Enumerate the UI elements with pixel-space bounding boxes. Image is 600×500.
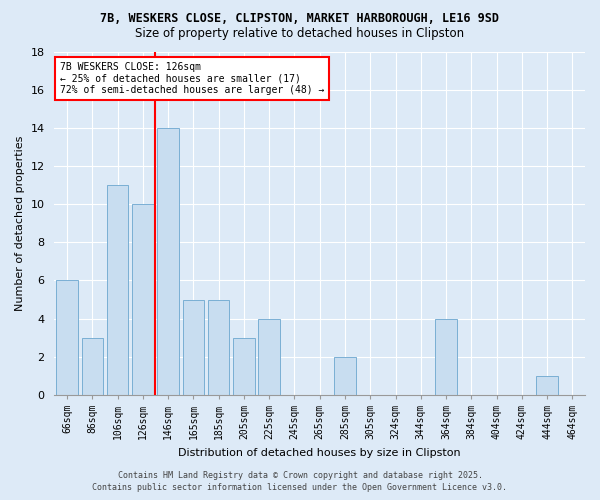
Text: Size of property relative to detached houses in Clipston: Size of property relative to detached ho… bbox=[136, 28, 464, 40]
Y-axis label: Number of detached properties: Number of detached properties bbox=[15, 136, 25, 311]
Bar bbox=[435, 318, 457, 395]
Bar bbox=[536, 376, 558, 395]
Text: Contains HM Land Registry data © Crown copyright and database right 2025.
Contai: Contains HM Land Registry data © Crown c… bbox=[92, 471, 508, 492]
Bar bbox=[233, 338, 254, 395]
Bar bbox=[208, 300, 229, 395]
Bar bbox=[182, 300, 204, 395]
Bar bbox=[56, 280, 78, 395]
Bar bbox=[334, 356, 356, 395]
Bar bbox=[259, 318, 280, 395]
X-axis label: Distribution of detached houses by size in Clipston: Distribution of detached houses by size … bbox=[178, 448, 461, 458]
Bar bbox=[132, 204, 154, 395]
Text: 7B, WESKERS CLOSE, CLIPSTON, MARKET HARBOROUGH, LE16 9SD: 7B, WESKERS CLOSE, CLIPSTON, MARKET HARB… bbox=[101, 12, 499, 26]
Bar bbox=[82, 338, 103, 395]
Text: 7B WESKERS CLOSE: 126sqm
← 25% of detached houses are smaller (17)
72% of semi-d: 7B WESKERS CLOSE: 126sqm ← 25% of detach… bbox=[60, 62, 324, 95]
Bar bbox=[107, 185, 128, 395]
Bar bbox=[157, 128, 179, 395]
